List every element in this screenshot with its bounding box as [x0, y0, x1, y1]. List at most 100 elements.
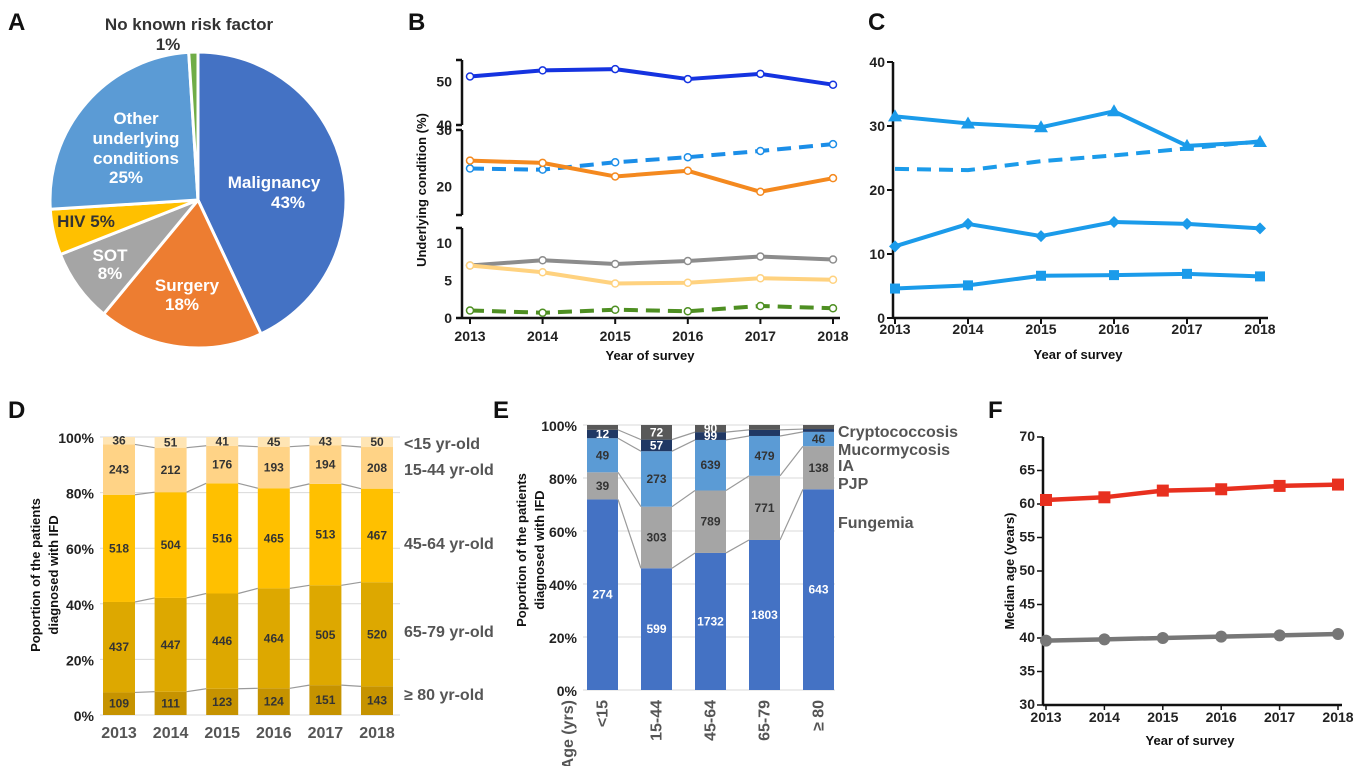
y-tick-label-4: 50	[1019, 562, 1035, 578]
bar-5-seg-4	[361, 437, 393, 448]
bar-1-seg-3	[154, 447, 187, 493]
bar-0-seg-1	[587, 472, 618, 500]
legend-label-3: Mucormycosis	[838, 442, 950, 459]
y-tick-label-0: 0%	[74, 708, 95, 724]
series-2-point-1	[538, 158, 547, 168]
legend-label-0: Fungemia	[838, 515, 914, 532]
bar-4-seg-2	[803, 431, 834, 447]
connector-1-2	[671, 439, 696, 452]
legend-label-1: PJP	[838, 476, 869, 493]
connector-1-1	[186, 592, 207, 599]
series-0-point-1	[961, 116, 975, 129]
series-1-point-1	[1098, 633, 1111, 646]
bar-3-seg-2-label: 479	[754, 449, 774, 463]
series-line-0	[469, 67, 834, 87]
legend-label-1: 65-79 yr-old	[404, 624, 494, 641]
connector-1-2	[186, 482, 207, 493]
series-line-0	[1045, 482, 1339, 503]
series-3-point-5	[828, 255, 838, 264]
bar-1-seg-1	[641, 506, 672, 569]
series-4-point-1	[538, 268, 547, 277]
x-axis-label: Year of survey	[1146, 733, 1236, 748]
y-tick-label-7: 65	[1019, 462, 1035, 478]
bar-0-seg-2-label: 518	[109, 541, 129, 555]
bar-0-seg-0	[103, 692, 135, 715]
y-tick-label-2: 40	[1019, 629, 1035, 645]
bar-3-seg-2	[749, 435, 780, 476]
bar-0-seg-1-label: 437	[109, 640, 129, 654]
y-tick-label-0: 0	[877, 310, 885, 326]
bar-5-seg-1	[361, 582, 393, 687]
bar-5-seg-0-label: 143	[367, 694, 387, 708]
bar-2-seg-2-label: 516	[212, 531, 232, 545]
bar-4-seg-4	[803, 425, 834, 430]
series-3-point-5	[1255, 271, 1265, 282]
category-label-3: 65-79	[757, 700, 774, 741]
series-3-point-4	[1182, 268, 1192, 279]
pie-label-no-risk: No known risk factor	[105, 15, 274, 34]
series-0-point-2	[1034, 120, 1048, 133]
series-line-1	[1045, 631, 1339, 643]
series-4-point-2	[610, 279, 620, 288]
bar-1-seg-4-label: 72	[650, 425, 664, 439]
series-line-1	[469, 142, 834, 172]
bar-1-seg-3	[641, 439, 672, 452]
series-0-point-4	[1273, 479, 1286, 492]
pie-slice-1	[101, 197, 264, 350]
y-tick-label-0: 40	[436, 117, 452, 133]
bar-4-seg-3	[309, 445, 342, 484]
series-1-point-0	[1040, 634, 1052, 647]
x-tick-label-1: 2014	[527, 328, 558, 344]
y-tick-label-2: 20	[436, 179, 452, 195]
bar-0-seg-3	[587, 429, 618, 439]
connector-2-1	[238, 587, 258, 595]
category-label-4: 2017	[308, 725, 344, 742]
series-line-2	[469, 158, 834, 194]
bar-4-seg-4	[309, 437, 342, 446]
series-1-point-2	[1156, 632, 1169, 644]
panel-e-stacked-bar-chart: 0% 20% 40% 60% 80% 100% 274 39 49 12 <15 599 303 273 5…	[514, 418, 958, 766]
category-label-2: 2015	[204, 725, 240, 742]
bar-1-seg-0	[641, 568, 672, 690]
connector-3-1	[289, 584, 310, 589]
y-tick-label-1: 20%	[66, 652, 95, 668]
y-axis-label-line1: Poportion of the patients	[514, 473, 529, 627]
legend-label-4: <15 yr-old	[404, 436, 480, 453]
y-tick-label-2: 40%	[66, 597, 95, 613]
bar-3-seg-1-label: 771	[754, 501, 774, 515]
bar-3-seg-3-label: 193	[264, 460, 284, 474]
x-tick-label-3: 2016	[672, 328, 703, 344]
bar-3-seg-3	[257, 446, 290, 489]
bar-4-seg-2-label: 46	[812, 432, 826, 446]
pie-label-surgery: Surgery	[155, 276, 220, 295]
panel-c-line-chart: 0 10 20 30 40 2013 2014 2015 2016 2017 2018 Year of…	[869, 54, 1275, 362]
y-tick-label-3: 45	[1019, 596, 1035, 612]
series-3-point-0	[890, 283, 900, 294]
series-2-point-4	[756, 187, 765, 197]
connector-0-0	[617, 499, 642, 569]
y-tick-label-6: 60	[1019, 495, 1035, 511]
connector-1-3	[671, 431, 696, 441]
x-tick-label-0: 2013	[454, 328, 485, 344]
pie-slice-0	[196, 50, 348, 336]
series-5-point-0	[465, 306, 475, 315]
series-2-point-2	[1035, 230, 1047, 243]
connector-0-1	[134, 597, 155, 603]
bar-4-seg-1	[309, 585, 342, 686]
bar-1-seg-4	[641, 425, 672, 440]
x-tick-label-4: 2017	[745, 328, 776, 344]
series-0-point-5	[828, 80, 838, 89]
connector-2-2	[725, 435, 750, 441]
y-axis-label: Median age (years)	[1002, 512, 1017, 629]
y-tick-label-8: 70	[1019, 428, 1035, 444]
connector-3-3	[289, 444, 310, 448]
series-1-point-4	[756, 146, 765, 156]
series-2-point-5	[1254, 222, 1266, 235]
series-4-point-0	[465, 261, 475, 270]
series-0-point-3	[1107, 104, 1121, 117]
category-label-1: 2014	[153, 725, 189, 742]
bar-2-seg-4-label: 90	[704, 422, 718, 436]
bar-0-seg-0-label: 109	[109, 697, 129, 711]
bar-5-seg-1-label: 520	[367, 627, 387, 641]
bar-2-seg-1	[206, 593, 239, 689]
